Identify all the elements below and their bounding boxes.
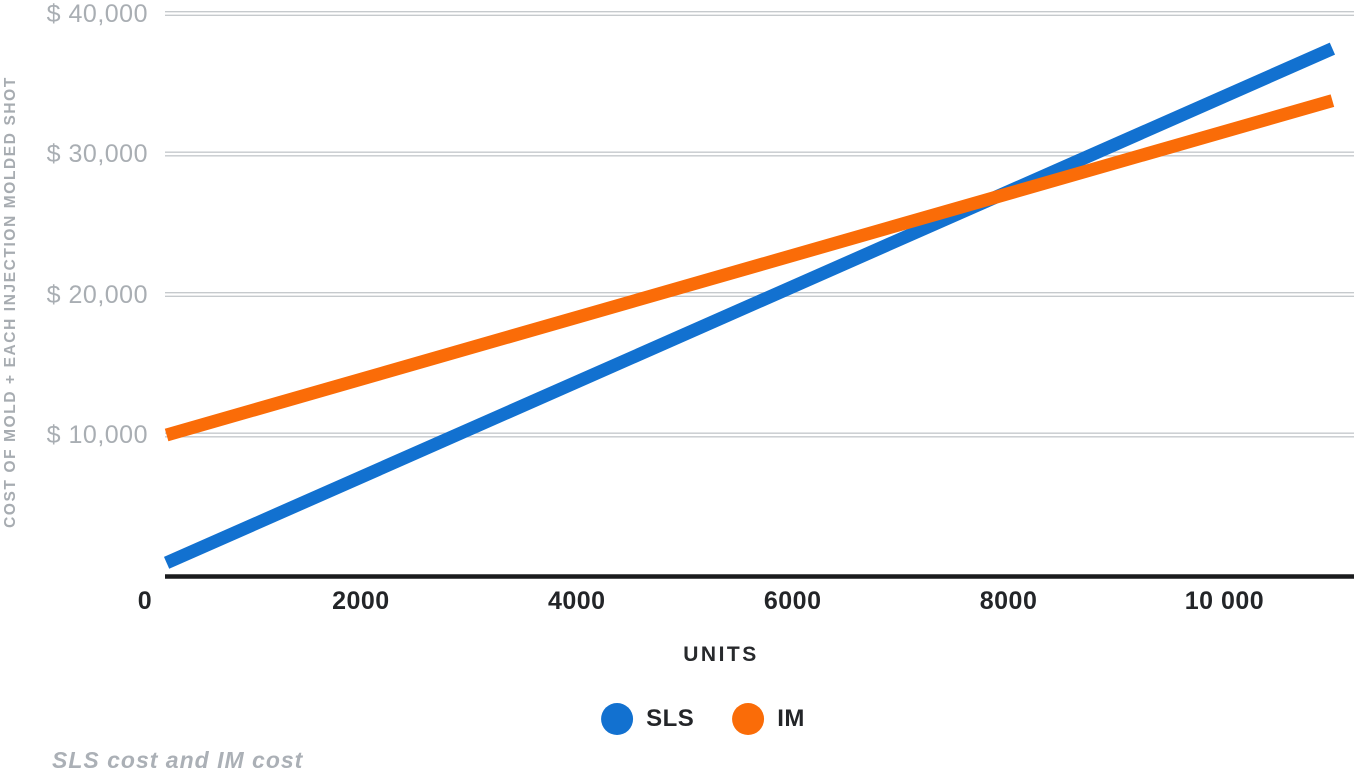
y-tick-label: $ 10,000 (46, 421, 148, 449)
chart-caption: SLS cost and IM cost (52, 747, 304, 773)
x-tick-label: 2000 (332, 587, 390, 615)
legend-label: SLS (646, 705, 695, 732)
gridlines (165, 10, 1354, 438)
series-lines (163, 42, 1336, 569)
x-tick-label: 6000 (763, 587, 822, 615)
x-tick-label: 8000 (979, 587, 1038, 615)
legend-item-im: IM (732, 703, 805, 735)
legend-swatch-icon (601, 703, 634, 735)
y-tick-label: $ 20,000 (46, 280, 148, 309)
y-tick-label: $ 40,000 (46, 0, 148, 28)
legend-swatch-icon (732, 703, 765, 735)
x-tick-label: 0 (137, 587, 153, 615)
series-line-im (164, 94, 1335, 442)
x-tick-label: 4000 (547, 587, 606, 615)
legend-label: IM (777, 705, 805, 732)
y-tick-label: $ 30,000 (46, 140, 148, 168)
x-axis-title: UNITS (683, 643, 759, 666)
legend: SLS IM (601, 703, 805, 735)
legend-item-sls: SLS (601, 703, 694, 735)
x-tick-label: 10 000 (1184, 587, 1265, 615)
series-line-sls (163, 42, 1336, 569)
